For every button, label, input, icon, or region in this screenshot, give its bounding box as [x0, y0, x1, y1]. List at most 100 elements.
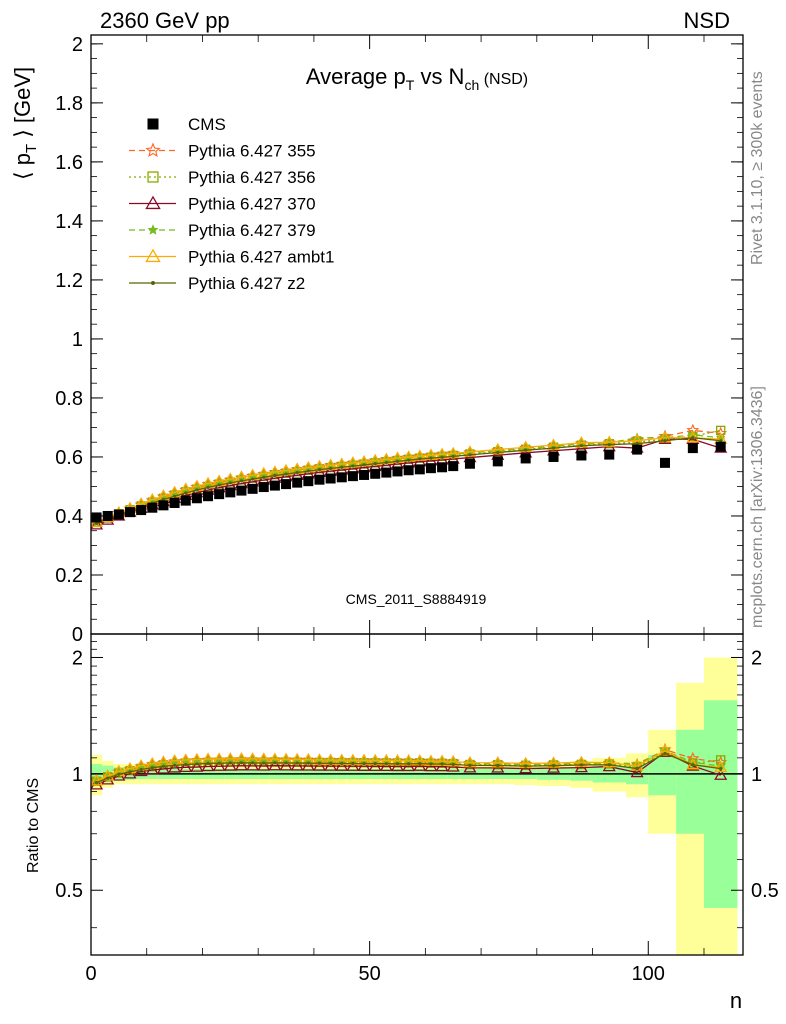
cms-point-28: [403, 465, 414, 476]
ratio-point-pythia-6-427-ambt1-0: [90, 774, 104, 786]
legend-marker-cms: [147, 118, 159, 130]
ratio-tick-label-left-2: 2: [72, 647, 83, 669]
legend-marker-pythia-6-427-356: [147, 171, 159, 183]
legend: CMS Pythia 6.427 355 Pythia 6.427 356 Pythi…: [129, 115, 334, 293]
ratio-point-pythia-6-427-z2-2: [117, 772, 121, 776]
x-tick-label-0: 0: [85, 963, 96, 985]
ratio-point-pythia-6-427-z2-35: [524, 764, 528, 768]
ratio-point-pythia-6-427-370-26: [379, 759, 393, 772]
cms-point-8: [180, 495, 191, 506]
point-pythia-6-427-z2-14: [250, 477, 255, 481]
ratio-point-pythia-6-427-370-23: [346, 759, 360, 771]
ratio-point-pythia-6-427-z2-25: [373, 762, 377, 766]
ratio-point-pythia-6-427-z2-32: [451, 762, 455, 767]
cms-point-37: [576, 450, 587, 461]
point-pythia-6-427-z2-0: [94, 521, 99, 525]
y-tick-label-10: 2: [72, 34, 83, 56]
side-label-rivet: Rivet 3.1.10, ≥ 300k events: [749, 71, 766, 265]
point-pythia-6-427-z2-7: [172, 494, 177, 498]
ratio-point-pythia-6-427-370-25: [368, 759, 382, 771]
ratio-line-pythia-6-427-ambt1: [96, 750, 721, 782]
ratio-point-pythia-6-427-z2-20: [317, 761, 322, 765]
point-pythia-6-427-z2-11: [217, 483, 221, 487]
point-pythia-6-427-z2-26: [384, 460, 388, 465]
cms-point-2: [113, 509, 124, 520]
ratio-point-pythia-6-427-370-15: [257, 759, 271, 771]
ratio-tick-label-left-0: 0.5: [55, 880, 83, 902]
y-tick-label-6: 1.2: [55, 270, 83, 292]
cms-point-30: [425, 463, 436, 474]
watermark: CMS_2011_S8884919: [346, 591, 487, 607]
point-pythia-6-427-z2-17: [284, 472, 288, 476]
point-pythia-6-427-z2-27: [395, 459, 400, 464]
ratio-point-pythia-6-427-370-24: [357, 759, 371, 771]
y-tick-label-7: 1.4: [55, 211, 83, 233]
ratio-point-pythia-6-427-z2-3: [128, 770, 132, 774]
cms-point-42: [715, 441, 726, 452]
ratio-tick-label-right-1: 1: [751, 764, 762, 786]
cms-point-32: [448, 461, 459, 472]
band-green-42: [703, 700, 738, 908]
ratio-point-pythia-6-427-370-38: [602, 759, 616, 772]
legend-label-pythia-6-427-ambt1: Pythia 6.427 ambt1: [188, 248, 334, 267]
ratio-lines: [90, 742, 743, 790]
cms-point-3: [125, 507, 136, 518]
point-pythia-6-427-z2-30: [429, 456, 433, 460]
y-tick-label-9: 1.8: [55, 93, 83, 115]
ratio-point-pythia-6-427-370-11: [212, 759, 226, 771]
cms-point-31: [437, 462, 448, 473]
cms-point-21: [325, 473, 336, 484]
ratio-point-pythia-6-427-370-42: [714, 768, 728, 780]
cms-point-7: [169, 497, 180, 508]
point-pythia-6-427-z2-18: [295, 470, 299, 475]
cms-point-16: [269, 480, 280, 491]
point-pythia-6-427-z2-31: [440, 455, 444, 459]
point-pythia-6-427-z2-19: [306, 469, 310, 473]
x-axis-label: n: [730, 988, 742, 1013]
side-label-mcplots: mcplots.cern.ch [arXiv:1306.3436]: [749, 386, 766, 628]
cms-point-40: [659, 457, 670, 468]
ratio-point-pythia-6-427-z2-21: [329, 761, 333, 765]
point-pythia-6-427-z2-22: [340, 465, 344, 469]
point-pythia-6-427-z2-39: [635, 442, 639, 446]
ratio-point-pythia-6-427-ambt1-38: [602, 755, 616, 768]
point-pythia-6-427-z2-38: [607, 442, 611, 447]
ratio-point-pythia-6-427-z2-30: [429, 762, 433, 766]
ratio-point-pythia-6-427-370-6: [156, 762, 170, 774]
cms-point-25: [370, 468, 381, 479]
point-pythia-6-427-ambt1-38: [602, 435, 616, 447]
cms-point-19: [303, 476, 314, 487]
ratio-point-pythia-6-427-z2-1: [106, 776, 110, 780]
point-pythia-6-427-z2-16: [273, 473, 277, 478]
legend-label-pythia-6-427-370: Pythia 6.427 370: [188, 195, 316, 214]
cms-point-18: [292, 477, 303, 488]
point-pythia-6-427-z2-20: [317, 468, 322, 472]
ratio-point-pythia-6-427-370-13: [234, 759, 248, 771]
point-pythia-6-427-370-0: [90, 518, 104, 530]
y-tick-label-0: 0: [72, 624, 83, 646]
point-pythia-6-427-z2-21: [329, 466, 333, 471]
point-pythia-6-427-ambt1-41: [686, 431, 700, 443]
chart-title-tail: (NSD): [479, 71, 528, 88]
ratio-point-pythia-6-427-370-21: [324, 759, 338, 771]
cms-point-9: [191, 493, 202, 504]
ratio-point-pythia-6-427-z2-42: [719, 767, 723, 771]
cms-point-36: [548, 451, 559, 462]
ratio-point-pythia-6-427-z2-10: [206, 761, 210, 766]
cms-point-6: [158, 500, 169, 511]
ratio-point-pythia-6-427-z2-11: [217, 761, 221, 765]
ratio-line-pythia-6-427-370: [96, 751, 721, 786]
ratio-point-pythia-6-427-370-8: [179, 760, 193, 772]
ratio-point-pythia-6-427-z2-13: [239, 761, 244, 765]
main-lines: [90, 423, 728, 530]
ratio-point-pythia-6-427-370-27: [390, 759, 405, 772]
band-green-41: [676, 729, 704, 834]
y-tick-label-4: 0.8: [55, 388, 83, 410]
chart-title-sub-ch: ch: [464, 77, 479, 93]
chart-title-mid: vs N: [414, 64, 464, 89]
ratio-point-pythia-6-427-z2-17: [284, 761, 288, 765]
chart-title-sub-t: T: [406, 77, 415, 93]
ratio-point-pythia-6-427-ambt1-42: [714, 760, 728, 773]
ratio-point-pythia-6-427-370-14: [246, 759, 260, 771]
